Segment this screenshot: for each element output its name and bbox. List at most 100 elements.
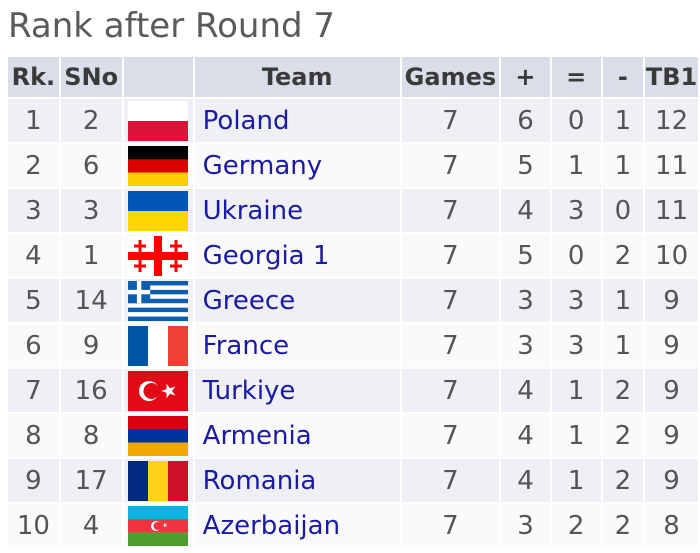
table-row: 9 17 Romania 7 4 1 2 9: [8, 459, 698, 502]
tb1-cell: 9: [645, 369, 698, 412]
team-name-link[interactable]: Poland: [194, 99, 400, 142]
team-name-link[interactable]: Turkiye: [194, 369, 400, 412]
rank-cell: 10: [8, 504, 59, 547]
games-cell: 7: [401, 414, 500, 457]
losses-cell: 1: [602, 144, 644, 187]
column-header-losses[interactable]: -: [602, 57, 644, 97]
draws-cell: 0: [551, 234, 601, 277]
wins-cell: 5: [501, 234, 550, 277]
draws-cell: 1: [551, 414, 601, 457]
azerbaijan-flag-icon: [128, 506, 189, 546]
tb1-cell: 12: [645, 99, 698, 142]
column-header-tb1[interactable]: TB1: [645, 57, 698, 97]
draws-cell: 0: [551, 99, 601, 142]
table-row: 1 2 Poland 7 6 0 1 12: [8, 99, 698, 142]
games-cell: 7: [401, 459, 500, 502]
draws-cell: 1: [551, 144, 601, 187]
table-row: 6 9 France 7 3 3 1 9: [8, 324, 698, 367]
rank-cell: 5: [8, 279, 59, 322]
start-number-cell: 3: [60, 189, 122, 232]
team-name-link[interactable]: Germany: [194, 144, 400, 187]
column-header-team[interactable]: Team: [194, 57, 400, 97]
flag-cell: [123, 99, 193, 142]
team-name-link[interactable]: Ukraine: [194, 189, 400, 232]
page-title: Rank after Round 7: [8, 6, 336, 46]
flag-cell: [123, 369, 193, 412]
column-header-wins[interactable]: +: [501, 57, 550, 97]
armenia-flag-icon: [128, 416, 189, 456]
team-name-link[interactable]: Azerbaijan: [194, 504, 400, 547]
greece-flag-icon: [128, 281, 189, 321]
flag-cell: [123, 459, 193, 502]
tb1-cell: 8: [645, 504, 698, 547]
start-number-cell: 14: [60, 279, 122, 322]
germany-flag-icon: [128, 146, 189, 186]
table-header-row: Rk. SNo Team Games + = - TB1: [8, 57, 698, 97]
wins-cell: 3: [501, 324, 550, 367]
wins-cell: 4: [501, 189, 550, 232]
losses-cell: 2: [602, 369, 644, 412]
flag-cell: [123, 234, 193, 277]
rank-cell: 3: [8, 189, 59, 232]
start-number-cell: 6: [60, 144, 122, 187]
games-cell: 7: [401, 279, 500, 322]
column-header-rank[interactable]: Rk.: [8, 57, 59, 97]
start-number-cell: 9: [60, 324, 122, 367]
start-number-cell: 1: [60, 234, 122, 277]
losses-cell: 0: [602, 189, 644, 232]
rank-cell: 9: [8, 459, 59, 502]
wins-cell: 6: [501, 99, 550, 142]
wins-cell: 5: [501, 144, 550, 187]
losses-cell: 2: [602, 234, 644, 277]
draws-cell: 3: [551, 189, 601, 232]
draws-cell: 2: [551, 504, 601, 547]
flag-cell: [123, 414, 193, 457]
team-name-link[interactable]: Romania: [194, 459, 400, 502]
draws-cell: 1: [551, 459, 601, 502]
start-number-cell: 4: [60, 504, 122, 547]
tb1-cell: 9: [645, 279, 698, 322]
column-header-flag: [123, 57, 193, 97]
games-cell: 7: [401, 144, 500, 187]
start-number-cell: 2: [60, 99, 122, 142]
column-header-start-number[interactable]: SNo: [60, 57, 122, 97]
start-number-cell: 17: [60, 459, 122, 502]
draws-cell: 1: [551, 369, 601, 412]
losses-cell: 1: [602, 279, 644, 322]
wins-cell: 4: [501, 459, 550, 502]
flag-cell: [123, 324, 193, 367]
flag-cell: [123, 189, 193, 232]
start-number-cell: 16: [60, 369, 122, 412]
rank-cell: 6: [8, 324, 59, 367]
team-name-link[interactable]: France: [194, 324, 400, 367]
wins-cell: 4: [501, 369, 550, 412]
table-row: 7 16 Turkiye 7 4 1 2 9: [8, 369, 698, 412]
team-name-link[interactable]: Greece: [194, 279, 400, 322]
losses-cell: 2: [602, 414, 644, 457]
games-cell: 7: [401, 324, 500, 367]
georgia-flag-icon: [128, 236, 189, 276]
turkiye-flag-icon: [128, 371, 189, 411]
rank-cell: 7: [8, 369, 59, 412]
column-header-games[interactable]: Games: [401, 57, 500, 97]
games-cell: 7: [401, 234, 500, 277]
tb1-cell: 11: [645, 189, 698, 232]
team-name-link[interactable]: Armenia: [194, 414, 400, 457]
losses-cell: 1: [602, 324, 644, 367]
ranking-table: Rk. SNo Team Games + = - TB1 1 2 Poland 7 6 0…: [6, 55, 700, 549]
games-cell: 7: [401, 99, 500, 142]
flag-cell: [123, 144, 193, 187]
rank-cell: 2: [8, 144, 59, 187]
losses-cell: 1: [602, 99, 644, 142]
ukraine-flag-icon: [128, 191, 189, 231]
column-header-draws[interactable]: =: [551, 57, 601, 97]
table-row: 2 6 Germany 7 5 1 1 11: [8, 144, 698, 187]
wins-cell: 3: [501, 504, 550, 547]
games-cell: 7: [401, 369, 500, 412]
draws-cell: 3: [551, 324, 601, 367]
tb1-cell: 9: [645, 414, 698, 457]
wins-cell: 3: [501, 279, 550, 322]
rank-cell: 4: [8, 234, 59, 277]
tb1-cell: 9: [645, 324, 698, 367]
team-name-link[interactable]: Georgia 1: [194, 234, 400, 277]
